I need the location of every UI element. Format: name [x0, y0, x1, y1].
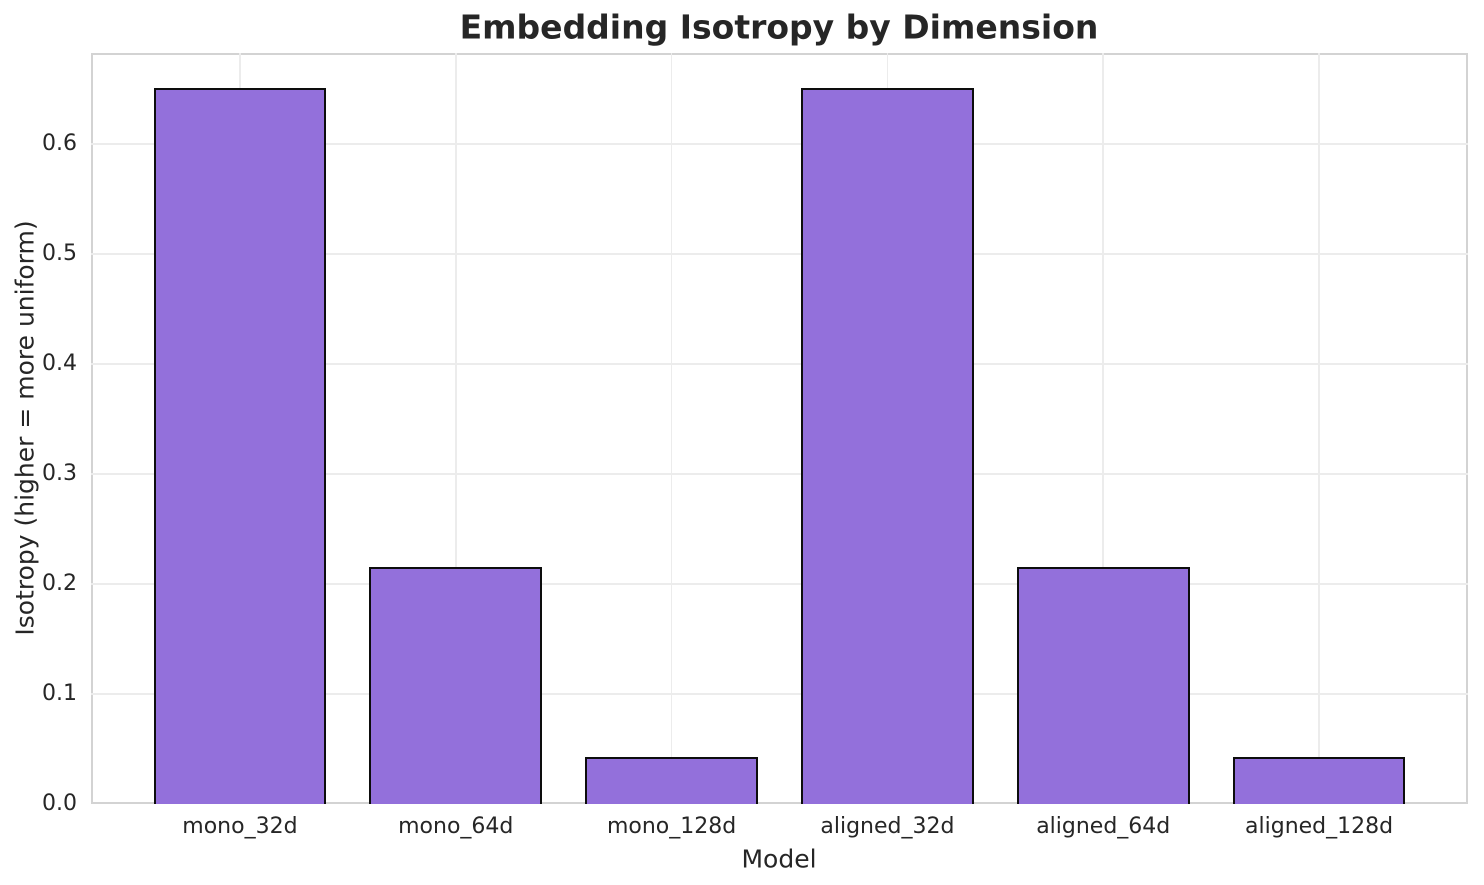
y-tick-label: 0.4 [42, 351, 77, 377]
gridline-horizontal [91, 473, 1468, 475]
y-tick-label: 0.3 [42, 461, 77, 487]
y-tick-label: 0.1 [42, 681, 77, 707]
plot-area [91, 53, 1468, 804]
gridline-horizontal [91, 363, 1468, 365]
bar-mono_32d [153, 88, 327, 804]
gridline-vertical [1102, 53, 1105, 804]
y-tick-label: 0.6 [42, 131, 77, 157]
x-tick-label-mono_64d: mono_64d [398, 814, 514, 839]
x-tick-label-aligned_64d: aligned_64d [1036, 814, 1171, 839]
bar-mono_128d [585, 756, 758, 804]
y-tick-label: 0.0 [42, 791, 77, 816]
bar-aligned_64d [1016, 566, 1190, 804]
gridline-vertical [1318, 53, 1320, 804]
y-tick-label: 0.5 [42, 241, 77, 267]
x-tick-label-aligned_32d: aligned_32d [820, 814, 955, 839]
gridline-horizontal [91, 253, 1468, 255]
x-tick-label-aligned_128d: aligned_128d [1245, 814, 1394, 839]
x-axis-label: Model [741, 844, 817, 874]
bar-mono_64d [369, 566, 543, 804]
gridline-horizontal [91, 143, 1468, 146]
y-tick-label: 0.2 [42, 571, 77, 597]
gridline-vertical [454, 53, 457, 804]
x-tick-label-mono_32d: mono_32d [182, 814, 298, 839]
gridline-horizontal [91, 583, 1468, 585]
gridline-vertical [670, 53, 673, 804]
chart-title: Embedding Isotropy by Dimension [459, 7, 1099, 47]
bar-aligned_128d [1232, 756, 1406, 804]
gridline-horizontal [91, 693, 1468, 695]
x-tick-label-mono_128d: mono_128d [606, 814, 737, 839]
bar-aligned_32d [801, 88, 974, 804]
